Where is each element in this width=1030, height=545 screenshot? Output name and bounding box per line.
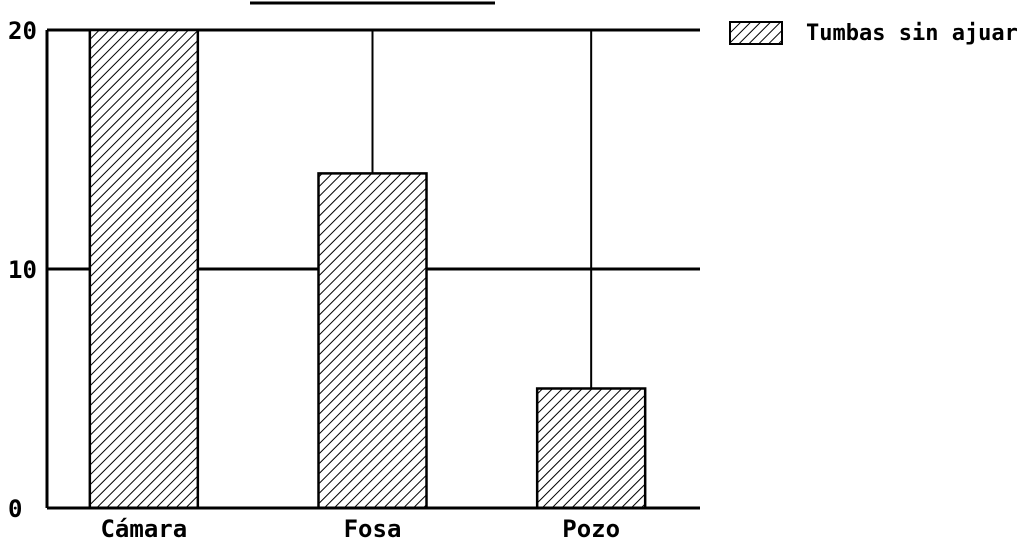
legend-label: Tumbas sin ajuar [806, 21, 1018, 46]
bar [88, 28, 200, 510]
x-category-label: Fosa [344, 515, 402, 543]
y-tick-label: 10 [8, 256, 37, 284]
bars [88, 28, 647, 510]
y-tick-label: 0 [8, 495, 22, 523]
bar [317, 172, 428, 510]
x-category-labels: Cámara Fosa Pozo [100, 515, 620, 543]
x-category-label: Pozo [562, 515, 620, 543]
y-tick-labels: 0 10 20 [8, 17, 37, 523]
y-tick-label: 20 [8, 17, 37, 45]
x-category-label: Cámara [100, 515, 187, 543]
legend: Tumbas sin ajuar [729, 21, 1018, 46]
bar [535, 387, 647, 510]
axes [45, 30, 700, 510]
legend-swatch [729, 21, 783, 45]
